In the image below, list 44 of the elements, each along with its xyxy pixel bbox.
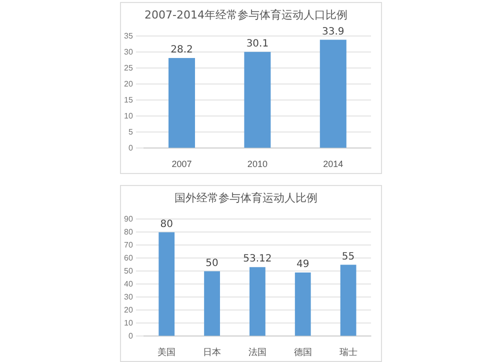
bar <box>294 272 311 336</box>
y-tick-label: 35 <box>124 31 134 40</box>
y-tick-label: 10 <box>124 318 134 328</box>
data-label: 80 <box>160 218 173 230</box>
y-tick-label: 80 <box>124 227 134 236</box>
bar <box>204 271 220 336</box>
chart-title: 国外经常参与体育运动人比例 <box>174 191 318 204</box>
x-tick-label: 美国 <box>158 347 176 358</box>
bar <box>340 264 356 336</box>
data-label: 55 <box>342 251 355 262</box>
data-label: 49 <box>296 259 310 270</box>
y-tick-label: 70 <box>124 240 134 250</box>
x-tick-label: 2007 <box>172 159 192 170</box>
chart-title: 2007-2014年经常参与体育运动人口比例 <box>144 8 348 22</box>
data-label: 30.1 <box>246 38 269 50</box>
y-tick-label: 0 <box>128 331 134 340</box>
y-tick-label: 5 <box>128 127 134 136</box>
bar <box>168 58 195 148</box>
bar <box>244 52 271 148</box>
y-tick-label: 10 <box>124 111 134 120</box>
x-tick-label: 法国 <box>248 347 266 358</box>
x-tick-label: 2014 <box>323 159 344 170</box>
x-tick-label: 德国 <box>294 347 312 358</box>
y-tick-label: 40 <box>124 279 134 288</box>
y-tick-label: 20 <box>124 79 134 88</box>
y-tick-label: 0 <box>128 143 134 152</box>
y-tick-label: 60 <box>124 253 134 262</box>
y-tick-label: 50 <box>124 266 134 276</box>
y-tick-label: 20 <box>124 305 134 314</box>
y-tick-label: 30 <box>124 292 134 302</box>
x-tick-label: 2010 <box>247 159 268 170</box>
y-tick-label: 15 <box>124 95 134 104</box>
data-label: 50 <box>206 258 218 269</box>
x-tick-label: 日本 <box>203 347 222 358</box>
data-label: 53.12 <box>243 254 272 265</box>
y-tick-label: 90 <box>124 214 134 224</box>
bar <box>320 40 346 148</box>
data-label: 28.2 <box>170 44 193 56</box>
y-tick-label: 25 <box>124 63 134 72</box>
y-tick-label: 30 <box>124 47 134 56</box>
bar <box>158 232 175 336</box>
data-label: 33.9 <box>322 26 344 38</box>
bar <box>250 267 266 336</box>
x-tick-label: 瑞士 <box>339 347 358 358</box>
